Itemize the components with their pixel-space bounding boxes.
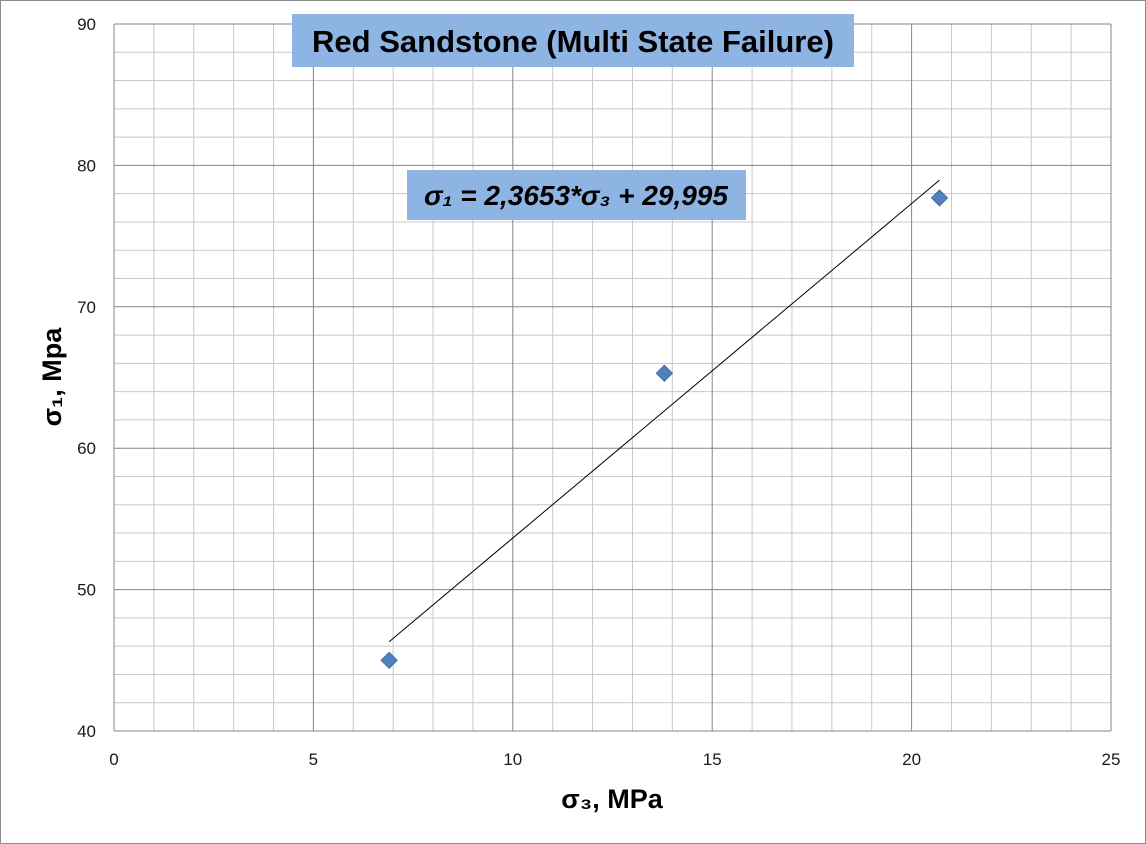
- y-tick-label: 80: [77, 156, 96, 175]
- trendline: [388, 179, 940, 643]
- x-tick-label: 25: [1102, 750, 1121, 769]
- chart-title: Red Sandstone (Multi State Failure): [312, 24, 834, 59]
- y-tick-label: 70: [77, 298, 96, 317]
- trendline-equation-box: [407, 170, 746, 220]
- y-tick-label: 60: [77, 439, 96, 458]
- data-point: [380, 651, 398, 670]
- y-tick-label: 90: [77, 15, 96, 34]
- x-tick-label: 15: [703, 750, 722, 769]
- chart-title-box: [292, 14, 854, 67]
- y-axis-title: σ₁, Mpa: [37, 327, 67, 427]
- x-axis-title: σ₃, MPa: [561, 784, 663, 814]
- y-tick-label: 40: [77, 722, 96, 741]
- x-tick-label: 0: [109, 750, 118, 769]
- tick-labels: 0 5 10 15 20 25 40 50 60 70 80 90: [77, 15, 1120, 769]
- trendline-equation: σ₁ = 2,3653*σ₃ + 29,995: [424, 180, 728, 211]
- trendline-group: [388, 179, 940, 643]
- y-tick-label: 50: [77, 581, 96, 600]
- x-tick-label: 5: [309, 750, 318, 769]
- x-tick-label: 20: [902, 750, 921, 769]
- x-tick-label: 10: [503, 750, 522, 769]
- data-point: [930, 189, 949, 207]
- grid: [113, 23, 1112, 732]
- data-point: [655, 364, 674, 382]
- data-points: [380, 189, 949, 670]
